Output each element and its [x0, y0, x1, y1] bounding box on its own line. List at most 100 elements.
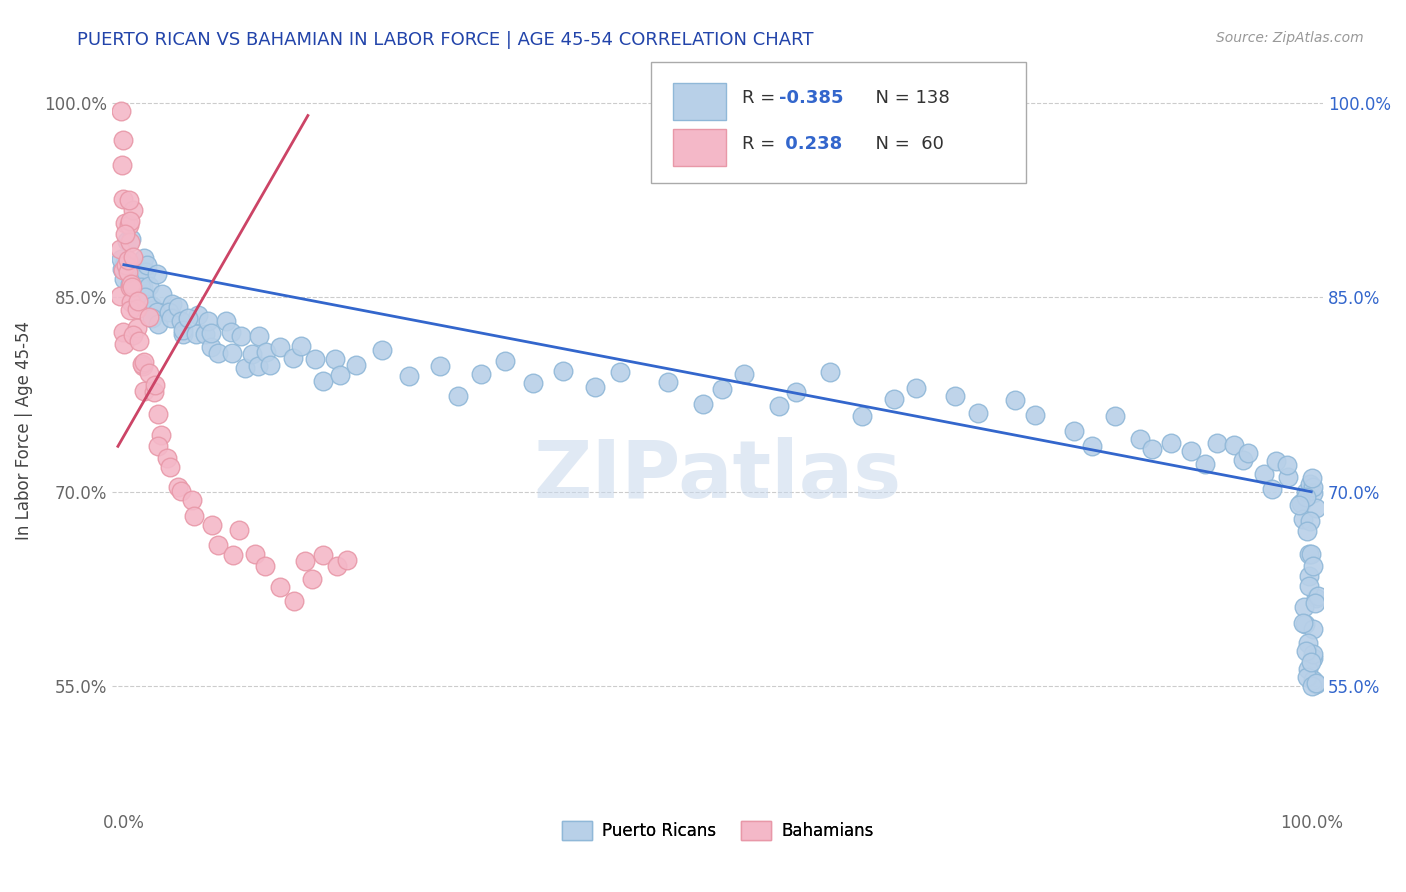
Text: Source: ZipAtlas.com: Source: ZipAtlas.com — [1216, 31, 1364, 45]
Point — [128, 334, 150, 348]
Text: N = 138: N = 138 — [865, 89, 950, 108]
Point — [301, 572, 323, 586]
Point — [1292, 511, 1315, 525]
Point — [112, 263, 135, 277]
Text: R =: R = — [742, 135, 780, 153]
Point — [142, 303, 165, 318]
Point — [553, 363, 575, 377]
Point — [141, 299, 163, 313]
Point — [1302, 673, 1324, 688]
Point — [1104, 409, 1126, 424]
Point — [283, 594, 305, 608]
Point — [1299, 477, 1322, 491]
Point — [1295, 490, 1317, 504]
Point — [122, 202, 145, 217]
Point — [120, 277, 142, 292]
FancyBboxPatch shape — [672, 83, 725, 120]
Point — [121, 280, 143, 294]
Point — [150, 287, 173, 301]
Point — [1253, 467, 1275, 482]
Point — [692, 396, 714, 410]
Point — [138, 279, 160, 293]
Text: 0.238: 0.238 — [779, 135, 842, 153]
Point — [228, 524, 250, 538]
Point — [201, 518, 224, 533]
Point — [129, 276, 152, 290]
Point — [1264, 454, 1286, 468]
Point — [118, 302, 141, 317]
Point — [114, 258, 136, 272]
Point — [134, 290, 156, 304]
Point — [247, 328, 270, 343]
Point — [1305, 675, 1327, 690]
Point — [312, 374, 335, 388]
Point — [111, 262, 134, 277]
Point — [1298, 579, 1320, 593]
Point — [1305, 677, 1327, 691]
Point — [323, 352, 346, 367]
Point — [1298, 635, 1320, 649]
Point — [110, 252, 132, 267]
Point — [120, 295, 142, 310]
Point — [1277, 458, 1299, 473]
Point — [1296, 670, 1319, 684]
Point — [222, 548, 245, 562]
Point — [143, 384, 166, 399]
Point — [184, 326, 207, 341]
Point — [221, 345, 243, 359]
Point — [129, 279, 152, 293]
Point — [160, 296, 183, 310]
Point — [1289, 496, 1312, 510]
Point — [159, 460, 181, 475]
Point — [118, 277, 141, 292]
Point — [183, 508, 205, 523]
Point — [1302, 647, 1324, 661]
Point — [131, 359, 153, 374]
Point — [904, 381, 927, 395]
Point — [1223, 438, 1246, 452]
Point — [336, 553, 359, 567]
Point — [181, 492, 204, 507]
Point — [207, 538, 229, 552]
Point — [967, 406, 990, 420]
Point — [117, 253, 139, 268]
Point — [138, 366, 160, 380]
Point — [1004, 393, 1026, 408]
Point — [1232, 453, 1254, 467]
Point — [1236, 446, 1258, 460]
Point — [112, 271, 135, 285]
Point — [1302, 486, 1324, 500]
Point — [187, 308, 209, 322]
Point — [768, 399, 790, 413]
Point — [135, 265, 157, 279]
Point — [120, 260, 142, 274]
Point — [170, 484, 193, 499]
Point — [1294, 599, 1316, 614]
Point — [1296, 524, 1319, 539]
Point — [304, 351, 326, 366]
Point — [215, 314, 238, 328]
Point — [283, 351, 305, 365]
Point — [1080, 439, 1102, 453]
Text: R =: R = — [742, 89, 780, 108]
Text: N =  60: N = 60 — [865, 135, 943, 153]
Point — [122, 250, 145, 264]
Point — [1305, 591, 1327, 606]
Point — [1302, 651, 1324, 665]
Point — [145, 305, 167, 319]
Point — [883, 392, 905, 406]
Point — [1298, 569, 1320, 583]
Point — [120, 213, 142, 227]
Point — [1180, 444, 1202, 458]
Point — [120, 280, 142, 294]
Point — [108, 289, 131, 303]
Text: PUERTO RICAN VS BAHAMIAN IN LABOR FORCE | AGE 45-54 CORRELATION CHART: PUERTO RICAN VS BAHAMIAN IN LABOR FORCE … — [77, 31, 814, 49]
Point — [132, 268, 155, 282]
Point — [115, 235, 138, 249]
Point — [522, 376, 544, 390]
Point — [138, 310, 160, 324]
Point — [1205, 436, 1227, 450]
FancyBboxPatch shape — [651, 62, 1026, 184]
Point — [294, 554, 316, 568]
Point — [127, 293, 149, 308]
